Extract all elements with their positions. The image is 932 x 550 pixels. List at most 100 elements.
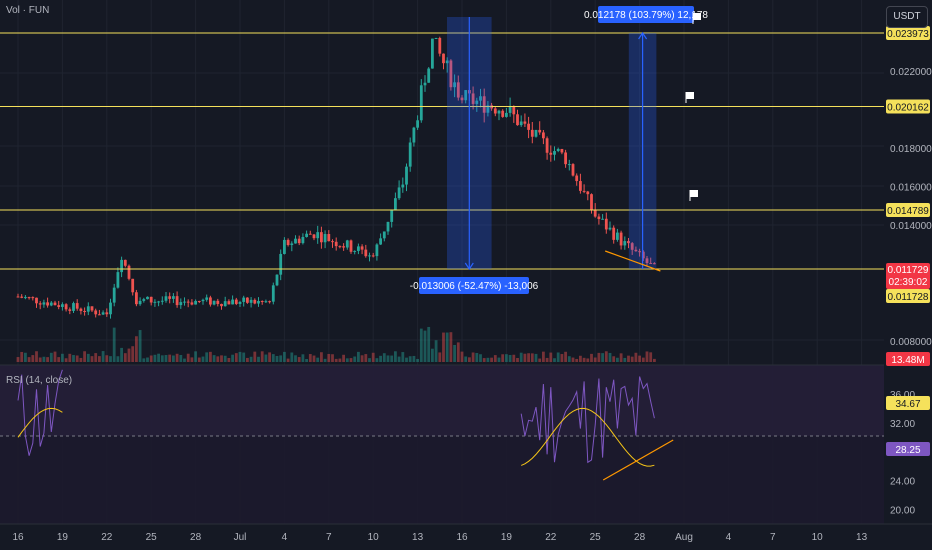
candle-body [260,300,264,302]
volume-badge: 13.48M [891,355,924,366]
volume-bar [394,351,397,362]
volume-bar [24,352,27,362]
candle-body [449,60,453,88]
volume-bar [238,351,242,362]
currency-button[interactable]: USDT [886,6,928,28]
price-tick-label: 0.014000 [890,221,932,232]
current-price-badge: 0.011729 [888,265,929,276]
candle-body [283,239,286,254]
volume-bar [364,354,368,362]
candle-body [98,314,101,316]
candle-body [604,218,608,230]
volume-bar [183,358,186,362]
candle-body [545,138,549,153]
volume-bar [493,355,497,362]
candle-body [271,285,275,302]
candle-body [308,233,312,235]
volume-bar [438,352,442,362]
volume-bar [20,351,24,362]
volume-bar [75,355,79,362]
volume-bar [464,356,468,362]
rsi-line [520,376,655,464]
candle-body [327,234,331,242]
volume-bar [112,327,116,362]
candle-body [442,53,445,64]
candle-body [275,274,279,286]
candle-body [64,304,68,310]
volume-badge-bg [886,352,930,366]
volume-bar [253,351,257,362]
volume-bar [68,353,72,362]
volume-bar [401,352,405,362]
candle-body [345,240,349,248]
volume-bar [597,352,601,362]
volume-bar [234,353,238,362]
candle-body [257,300,260,304]
volume-bar [386,355,390,362]
candle-body [216,300,220,304]
volume-bar [186,353,190,362]
time-tick-label: 28 [190,532,202,543]
volume-bar [127,348,131,362]
candle-body [564,152,567,165]
candle-body [153,301,157,303]
candle-body [630,243,634,250]
candle-body [612,227,616,240]
candle-body [360,246,364,250]
volume-bar [308,354,312,362]
volume-bar [179,354,183,362]
candle-body [197,300,201,302]
candle-body [601,218,604,220]
price-tick-label: 0.022000 [890,67,932,78]
candle-body [501,110,505,117]
candle-body [579,181,582,191]
candle-body [508,106,512,113]
volume-bar [64,358,68,362]
candle-body [375,244,379,257]
volume-bar [172,355,175,362]
level-badge-bg [886,203,930,218]
candle-body [20,296,24,298]
candles [16,36,656,319]
candle-body [582,190,586,192]
volume-bar [575,358,579,362]
volume-bar [297,357,301,362]
candle-body [549,152,553,155]
candle-body [608,227,612,230]
candle-body [138,300,142,305]
volume-bar [334,358,338,362]
volume-bar [612,356,616,362]
candle-body [597,216,601,220]
volume-legend: Vol · FUN [6,5,50,16]
candle-body [168,296,172,299]
time-tick-label: 16 [456,532,468,543]
candle-body [412,127,416,143]
candle-body [431,38,434,69]
candle-body [556,148,560,152]
rsi-tick-label: 32.00 [890,419,915,430]
volume-bar [556,352,560,362]
candle-body [438,37,442,54]
candle-body [75,303,79,309]
volume-bar [264,354,268,362]
volume-bar [486,357,490,362]
time-tick-label: 4 [726,532,732,543]
volume-bar [471,352,475,362]
candle-body [516,114,519,126]
rsi-ma-badge-bg [886,396,930,410]
candle-body [61,304,64,307]
candle-body [27,297,31,299]
volume-bar [101,351,105,362]
volume-bar [83,351,86,362]
candle-body [46,302,49,306]
volume-bar [475,352,479,362]
rsi-badge-bg [886,442,930,456]
volume-bar [549,352,553,362]
candle-body [131,278,135,293]
rsi-band [0,365,884,436]
volume-bar [601,353,604,362]
candle-body [42,302,46,305]
rise-arrowhead [638,31,648,40]
